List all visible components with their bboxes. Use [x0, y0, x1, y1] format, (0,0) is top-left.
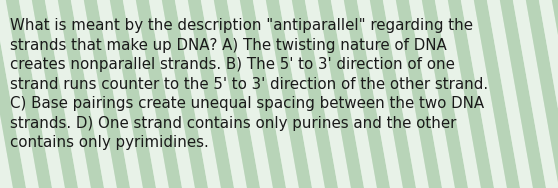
Polygon shape — [97, 0, 143, 188]
Polygon shape — [149, 0, 195, 188]
Polygon shape — [500, 0, 546, 188]
Polygon shape — [383, 0, 429, 188]
Polygon shape — [474, 0, 520, 188]
Polygon shape — [110, 0, 156, 188]
Polygon shape — [84, 0, 130, 188]
Polygon shape — [461, 0, 507, 188]
Polygon shape — [331, 0, 377, 188]
Polygon shape — [344, 0, 390, 188]
Polygon shape — [0, 0, 39, 188]
Polygon shape — [71, 0, 117, 188]
Polygon shape — [552, 0, 558, 188]
Polygon shape — [253, 0, 299, 188]
Polygon shape — [0, 0, 26, 188]
Polygon shape — [201, 0, 247, 188]
Polygon shape — [227, 0, 273, 188]
Polygon shape — [188, 0, 234, 188]
Polygon shape — [539, 0, 558, 188]
Polygon shape — [136, 0, 182, 188]
Polygon shape — [422, 0, 468, 188]
Polygon shape — [175, 0, 221, 188]
Polygon shape — [409, 0, 455, 188]
Polygon shape — [357, 0, 403, 188]
Polygon shape — [487, 0, 533, 188]
Polygon shape — [396, 0, 442, 188]
Polygon shape — [6, 0, 52, 188]
Polygon shape — [240, 0, 286, 188]
Polygon shape — [162, 0, 208, 188]
Polygon shape — [45, 0, 91, 188]
Polygon shape — [58, 0, 104, 188]
Polygon shape — [448, 0, 494, 188]
Text: What is meant by the description "antiparallel" regarding the
strands that make : What is meant by the description "antipa… — [10, 18, 488, 150]
Polygon shape — [123, 0, 169, 188]
Polygon shape — [292, 0, 338, 188]
Polygon shape — [435, 0, 481, 188]
Polygon shape — [305, 0, 351, 188]
Polygon shape — [279, 0, 325, 188]
Polygon shape — [214, 0, 260, 188]
Polygon shape — [19, 0, 65, 188]
Polygon shape — [370, 0, 416, 188]
Polygon shape — [526, 0, 558, 188]
Polygon shape — [32, 0, 78, 188]
Polygon shape — [0, 0, 13, 188]
Polygon shape — [266, 0, 312, 188]
Polygon shape — [318, 0, 364, 188]
Polygon shape — [513, 0, 558, 188]
